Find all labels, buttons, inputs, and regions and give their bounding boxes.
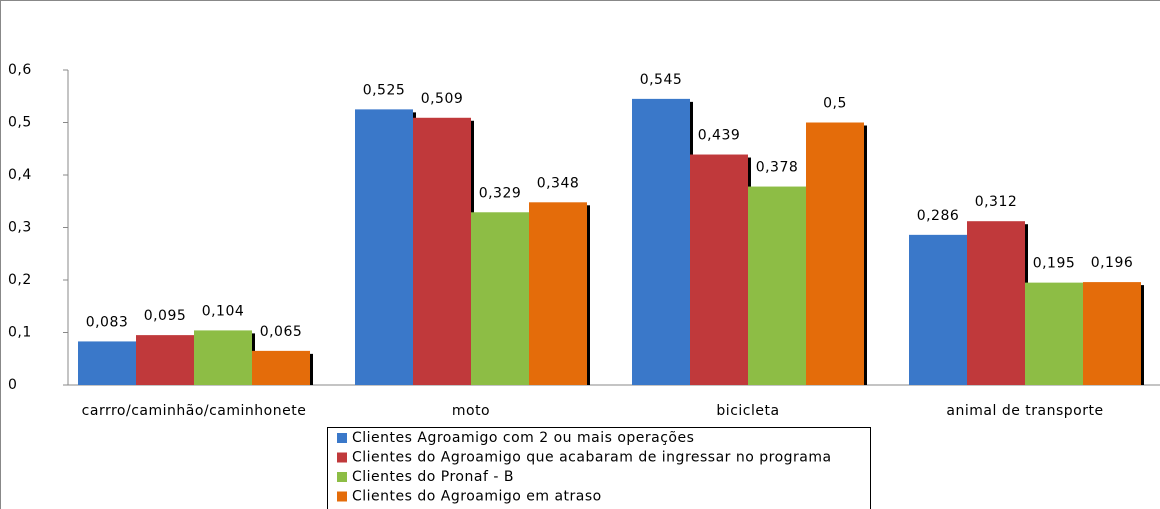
value-label: 0,065 [260, 324, 303, 340]
value-label: 0,329 [479, 185, 522, 201]
value-label: 0,104 [202, 303, 245, 319]
value-label: 0,312 [975, 194, 1018, 210]
bar [355, 109, 413, 385]
y-tick-label: 0,5 [8, 115, 32, 131]
legend-swatch [337, 472, 347, 482]
value-label: 0,195 [1033, 256, 1076, 272]
legend-label: Clientes do Agroamigo em atraso [352, 489, 602, 505]
legend-box [327, 427, 871, 509]
bar [806, 122, 864, 385]
x-tick-label: animal de transporte [946, 403, 1103, 419]
bar [1083, 282, 1141, 385]
bar [748, 186, 806, 385]
y-tick-label: 0,2 [8, 272, 32, 288]
value-label: 0,286 [917, 208, 960, 224]
bar [413, 117, 471, 386]
value-label: 0,545 [640, 72, 683, 88]
value-label: 0,525 [363, 82, 406, 98]
y-tick-label: 0 [8, 377, 17, 393]
legend-label: Clientes do Pronaf - B [352, 469, 514, 485]
x-tick-label: carrro/caminhão/caminhonete [82, 403, 307, 419]
value-label: 0,348 [537, 175, 580, 191]
y-tick-label: 0,3 [8, 220, 32, 236]
x-tick-label: moto [452, 403, 490, 419]
bar [1025, 282, 1083, 385]
bar [78, 341, 136, 385]
value-label: 0,083 [86, 314, 129, 330]
legend-swatch [337, 452, 347, 463]
value-label: 0,095 [144, 308, 187, 324]
bar [529, 202, 587, 385]
bar [136, 335, 194, 385]
bar [252, 350, 310, 385]
legend-swatch [337, 433, 347, 443]
bar [690, 154, 748, 385]
y-tick-label: 0,4 [8, 167, 32, 183]
y-tick-label: 0,6 [8, 62, 32, 78]
x-tick-label: bicicleta [716, 403, 779, 419]
legend-label: Clientes Agroamigo com 2 ou mais operaçõ… [352, 430, 694, 446]
bar [909, 234, 967, 385]
bar [632, 98, 690, 385]
value-label: 0,196 [1091, 255, 1134, 271]
value-label: 0,509 [421, 91, 464, 107]
bar [471, 212, 529, 385]
value-label: 0,5 [823, 96, 847, 112]
legend-label: Clientes do Agroamigo que acabaram de in… [352, 450, 832, 466]
bar [967, 221, 1025, 385]
value-label: 0,378 [756, 160, 799, 176]
y-tick-label: 0,1 [8, 325, 32, 341]
value-label: 0,439 [698, 128, 741, 144]
bar [194, 330, 252, 385]
legend-swatch [337, 491, 347, 502]
